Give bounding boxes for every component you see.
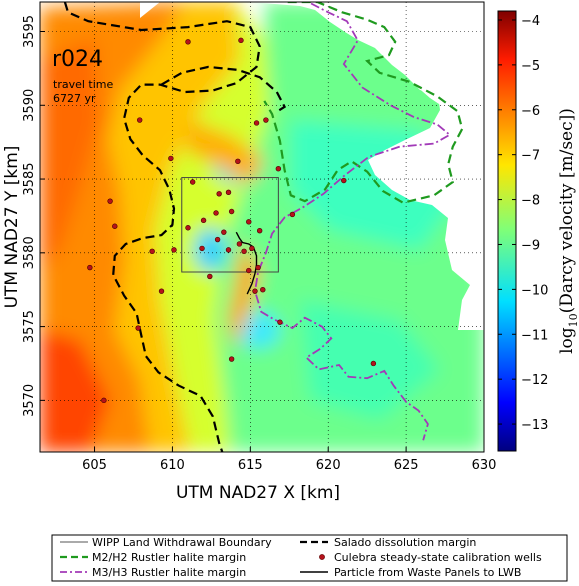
colorbar-title-rest: (Darcy velocity [m/sec]) [557,108,577,313]
calibration-well-marker [256,227,263,234]
colorbar-tick-label: −10 [521,283,548,298]
colorbar-ticks: −4 −5 −6 −7 −8 −9 −10 −11 −12 −13 [498,14,548,433]
calibration-well-marker [221,229,227,235]
legend-label-salado: Salado dissolution margin [334,536,476,549]
colorbar-tick-label: −13 [521,418,548,433]
colorbar-tick-label: −7 [521,149,540,164]
plot-frame [39,1,485,453]
x-tick-label: 630 [472,458,497,473]
calibration-well-marker [252,288,258,294]
y-axis-title: UTM NAD27 Y [km] [2,146,22,309]
calibration-well-marker [137,117,143,123]
y-tick-label: 3570 [22,384,37,417]
x-tick-label: 615 [238,458,263,473]
legend-swatch-wells [319,554,325,560]
colorbar-tick-label: −11 [521,328,548,343]
calibration-well-marker [225,247,232,253]
colorbar-title: log10(Darcy velocity [m/sec]) [557,108,579,354]
x-tick-label: 620 [316,458,341,473]
calibration-well-marker [341,177,347,184]
legend-label-m2h2: M2/H2 Rustler halite margin [92,551,246,564]
calibration-well-marker [275,166,282,172]
map-overlays [63,2,464,452]
y-tick-label: 3580 [22,236,37,269]
colorbar-tick-label: −9 [521,238,540,253]
calibration-well-marker [185,225,191,231]
calibration-well-marker [255,264,261,271]
salado-dissolution-margin-line [63,2,261,452]
colorbar-title-sub: 10 [567,313,579,327]
colorbar-tick-label: −6 [521,104,540,119]
calibration-well-marker [185,39,191,45]
y-tick-label: 3585 [22,163,37,196]
particle-path-line [235,231,258,295]
calibration-well-marker [241,248,247,255]
calibration-well-marker [149,248,155,255]
calibration-well-marker [370,360,377,367]
salado-dissolution-margin-upper-line [160,65,287,114]
run-id-label: r024 [52,47,103,72]
x-tick-label: 610 [160,458,185,473]
calibration-well-marker [263,117,269,123]
calibration-well-marker [260,287,266,293]
calibration-well-marker [236,241,243,247]
legend-label-particle: Particle from Waste Panels to LWB [334,566,521,579]
calibration-well-marker [235,158,241,165]
colorbar-tick-label: −8 [521,194,540,209]
calibration-well-marker [216,191,222,197]
grid-lines [40,2,484,452]
y-tick-label: 3575 [22,310,37,343]
calibration-well-marker [189,179,196,185]
calibration-well-marker [87,264,93,271]
heatmap-field [40,2,484,452]
calibration-well-marker [158,288,165,294]
calibration-well-marker [225,189,232,196]
calibration-well-marker [199,245,205,252]
m2h2-halite-margin-line [263,2,464,204]
calibration-well-marker [168,155,174,162]
calibration-well-marker [171,247,177,253]
legend-label-wells: Culebra steady-state calibration wells [334,551,542,564]
calibration-well-marker [246,219,252,225]
legend-box [51,534,568,582]
calibration-well-marker [112,223,118,229]
colorbar-tick-label: −12 [521,373,548,388]
calibration-well-marker [277,319,283,325]
calibration-well-marker [228,208,235,215]
colorbar-tick-label: −4 [521,14,540,29]
x-tick-label: 605 [82,458,107,473]
calibration-well-marker [238,37,244,44]
calibration-well-marker [249,245,255,252]
colorbar-title-base: log [557,327,577,354]
x-tick-label: 625 [394,458,419,473]
calibration-well-marker [107,198,113,204]
y-tick-label: 3590 [22,89,37,122]
calibration-well-marker [228,356,235,362]
calibration-well-marker [101,397,107,404]
travel-time-value: 6727 yr [53,92,96,105]
calibration-well-marker [246,267,252,274]
calibration-well-marker [253,120,260,126]
calibration-well-marker [135,325,141,331]
calibration-well-marker [200,217,207,224]
m3h3-halite-margin-line [254,2,452,441]
legend-label-m3h3: M3/H3 Rustler halite margin [92,566,246,579]
calibration-well-marker [289,211,296,218]
calibration-well-marker [213,210,219,216]
legend: WIPP Land Withdrawal Boundary Salado dis… [51,534,568,582]
calibration-wells [87,37,377,404]
legend-label-wipp: WIPP Land Withdrawal Boundary [92,536,272,549]
axis-ticks: 605 610 615 620 625 630 3570 3575 3580 3585 3590 35… [22,15,496,473]
x-axis-title: UTM NAD27 X [km] [176,483,340,503]
colorbar-tick-label: −5 [521,59,540,74]
calibration-well-marker [214,236,221,243]
wipp-land-withdrawal-boundary [181,177,279,273]
calibration-well-marker [207,273,213,280]
y-tick-label: 3595 [22,15,37,48]
travel-time-label: travel time [53,78,113,91]
colorbar [497,10,517,452]
